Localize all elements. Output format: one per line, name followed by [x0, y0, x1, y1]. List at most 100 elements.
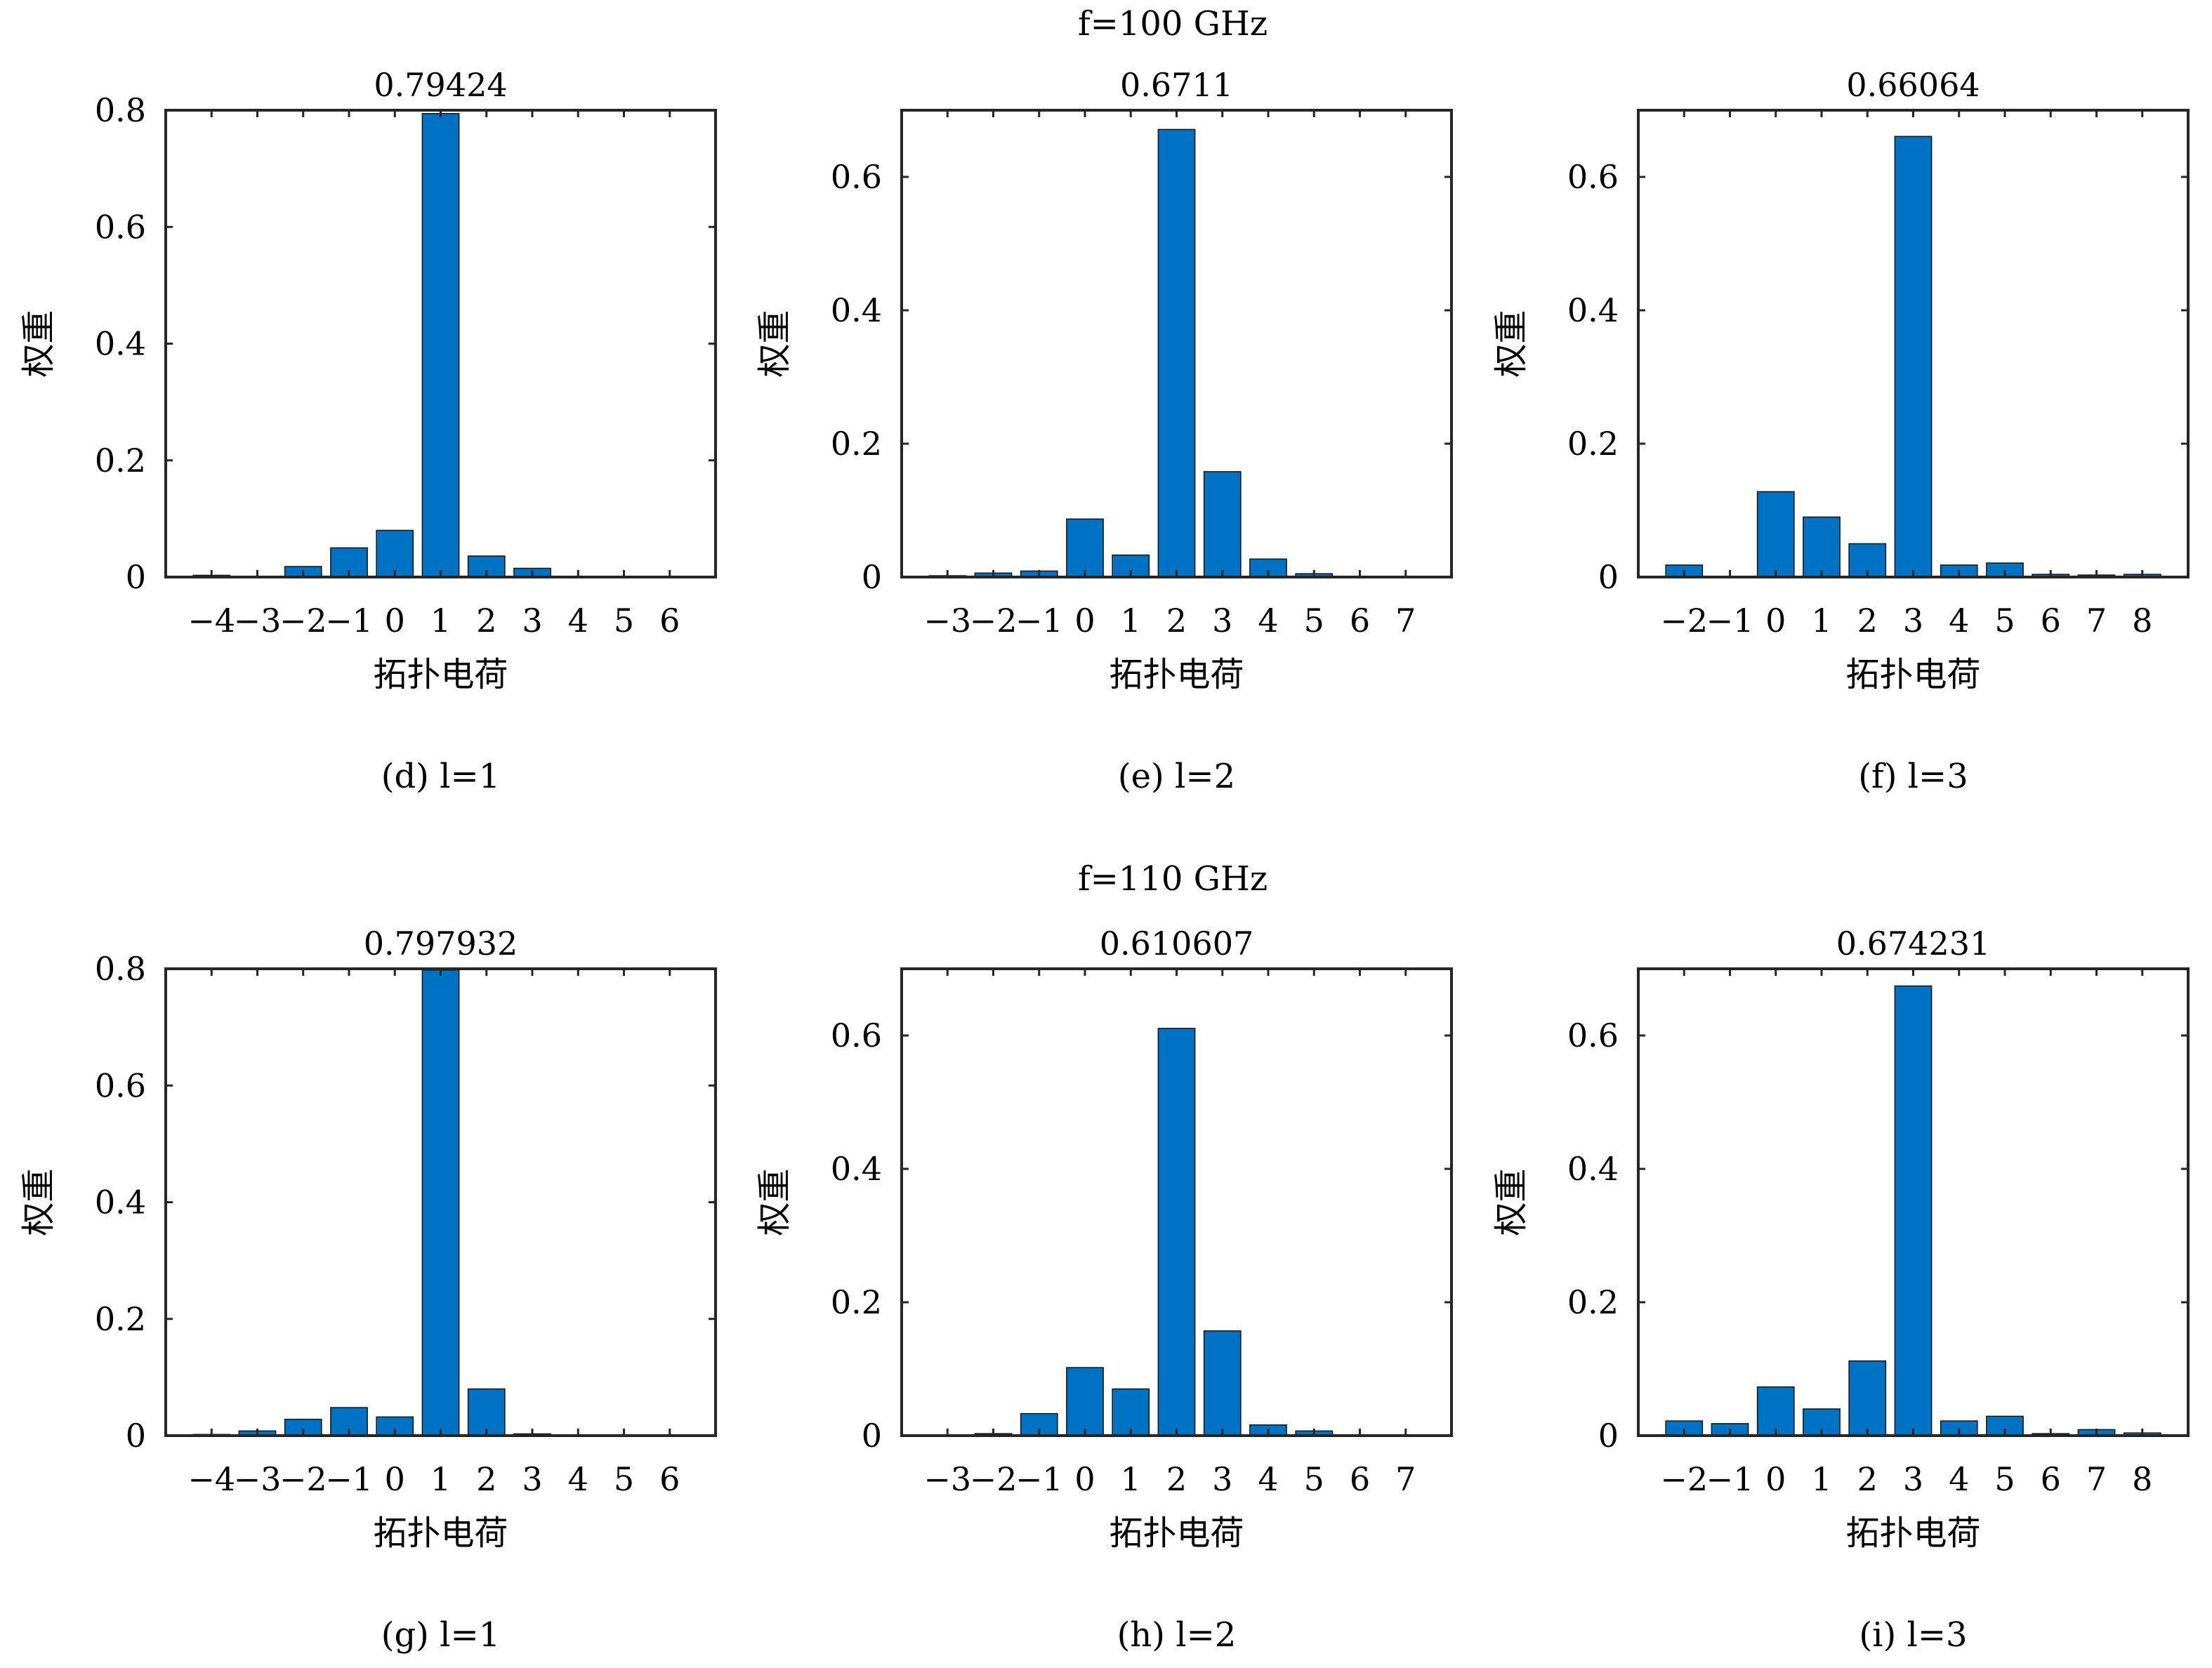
bar — [1894, 135, 1933, 578]
y-tick-label: 0.4 — [1567, 291, 1619, 329]
y-tick-label: 0.6 — [831, 1017, 882, 1054]
row-title: f=100 GHz — [1078, 4, 1268, 44]
y-tick-label: 0.2 — [1567, 425, 1619, 463]
chart-panel: 00.20.40.6−3−2−1 0 1 2 3 4 5 6 70.6711拓扑电荷权重(e) … — [755, 66, 1453, 796]
x-tick-label: 2 — [476, 602, 496, 640]
x-tick-label: 0 — [1074, 1460, 1095, 1498]
x-tick-label: −3 — [923, 1460, 971, 1498]
x-tick-label: −2 — [1660, 1460, 1708, 1498]
chart-panel: 00.20.40.6−3−2−1 0 1 2 3 4 5 6 70.610607拓扑电荷权重(h… — [755, 925, 1453, 1655]
bar — [1848, 1360, 1887, 1436]
y-tick-label: 0.8 — [95, 91, 146, 129]
y-tick-label: 0.6 — [95, 1066, 146, 1104]
x-tick-label: −1 — [1015, 1460, 1063, 1498]
x-tick-label: 5 — [1994, 1460, 2015, 1498]
panel-title: 0.6711 — [1120, 66, 1233, 104]
panel-caption: (g) l=1 — [381, 1615, 501, 1655]
y-tick-label: 0.4 — [95, 325, 146, 363]
chart-panel: 00.20.40.60.8−4−3−2−1 0 1 2 3 4 5 60.797932拓扑电荷… — [19, 925, 717, 1655]
x-tick-label: 2 — [476, 1460, 496, 1498]
x-tick-label: 3 — [522, 1460, 542, 1498]
y-tick-label: 0 — [1598, 558, 1619, 596]
x-tick-label: −1 — [325, 602, 373, 640]
x-tick-label: 7 — [2086, 602, 2107, 640]
bar — [1157, 128, 1196, 578]
x-tick-label: 3 — [1903, 1460, 1923, 1498]
x-tick-label: 7 — [2086, 1460, 2107, 1498]
x-tick-label: 3 — [1212, 1460, 1232, 1498]
x-tick-label: 6 — [1350, 602, 1370, 640]
y-tick-label: 0.2 — [95, 442, 146, 479]
x-axis-label: 拓扑电荷 — [1845, 655, 1980, 694]
x-tick-label: 2 — [1166, 602, 1187, 640]
x-tick-label: −4 — [187, 1460, 235, 1498]
y-tick-label: 0.6 — [1567, 158, 1619, 196]
x-tick-label: −2 — [1660, 602, 1708, 640]
x-axis-label: 拓扑电荷 — [1845, 1514, 1980, 1553]
x-tick-label: −1 — [1706, 602, 1754, 640]
x-tick-label: 0 — [1074, 602, 1095, 640]
bar — [1756, 491, 1795, 578]
y-tick-label: 0 — [862, 1417, 882, 1455]
x-tick-label: 6 — [1350, 1460, 1370, 1498]
y-axis-label: 权重 — [755, 1168, 794, 1236]
panel-caption: (h) l=2 — [1117, 1615, 1237, 1655]
y-tick-label: 0 — [126, 558, 146, 596]
chart-panel: 00.20.40.6−2−1 0 1 2 3 4 5 6 7 80.66064拓扑电荷权重(f) … — [1492, 66, 2190, 796]
y-tick-label: 0 — [862, 558, 882, 596]
x-tick-label: 5 — [1304, 602, 1324, 640]
bar — [1203, 471, 1242, 578]
y-tick-label: 0.4 — [95, 1184, 146, 1222]
x-tick-label: 1 — [1811, 1460, 1831, 1498]
x-tick-label: 0 — [385, 1460, 405, 1498]
x-tick-label: 2 — [1166, 1460, 1187, 1498]
bar — [421, 112, 460, 578]
x-tick-label: −1 — [1706, 1460, 1754, 1498]
x-tick-label: −1 — [325, 1460, 373, 1498]
y-tick-label: 0.8 — [95, 950, 146, 988]
x-tick-label: 1 — [1121, 1460, 1141, 1498]
x-tick-label: 7 — [1395, 1460, 1416, 1498]
x-tick-label: 5 — [1304, 1460, 1324, 1498]
x-tick-label: −4 — [187, 602, 235, 640]
panel-caption: (e) l=2 — [1118, 757, 1235, 796]
panels: 00.20.40.60.8−4−3−2−1 0 1 2 3 4 5 60.79424拓扑电荷权… — [19, 66, 2190, 1655]
y-tick-label: 0.6 — [1567, 1017, 1619, 1054]
x-tick-label: −3 — [234, 602, 282, 640]
x-tick-label: 8 — [2132, 602, 2152, 640]
bar — [1894, 985, 1933, 1436]
bar — [376, 529, 414, 578]
x-tick-label: 4 — [568, 602, 588, 640]
bar — [1756, 1386, 1795, 1436]
panel-title: 0.610607 — [1100, 925, 1254, 962]
x-tick-label: 6 — [2041, 1460, 2061, 1498]
x-tick-label: 5 — [614, 1460, 634, 1498]
bar — [1203, 1330, 1242, 1436]
chart-panel: 00.20.40.6−2−1 0 1 2 3 4 5 6 7 80.674231拓扑电荷权重(i)… — [1492, 925, 2190, 1655]
x-tick-label: 4 — [1949, 1460, 1969, 1498]
x-tick-label: 3 — [522, 602, 542, 640]
x-tick-label: 0 — [1765, 1460, 1786, 1498]
x-tick-label: 8 — [2132, 1460, 2152, 1498]
x-tick-label: 1 — [430, 602, 451, 640]
y-tick-label: 0.6 — [831, 158, 882, 196]
x-tick-label: 6 — [659, 602, 680, 640]
x-tick-label: 3 — [1903, 602, 1923, 640]
x-tick-label: −2 — [970, 602, 1018, 640]
bar — [1066, 518, 1104, 578]
row-title: f=110 GHz — [1078, 859, 1268, 899]
bar — [1066, 1367, 1104, 1436]
panel-title: 0.79424 — [374, 66, 507, 104]
y-tick-label: 0.6 — [95, 208, 146, 246]
panel-caption: (i) l=3 — [1859, 1615, 1967, 1655]
x-tick-label: 3 — [1212, 602, 1232, 640]
panel-title: 0.797932 — [364, 925, 518, 962]
y-axis-label: 权重 — [1492, 310, 1531, 377]
x-axis-label: 拓扑电荷 — [373, 1514, 508, 1553]
x-tick-label: 1 — [1811, 602, 1831, 640]
y-axis-label: 权重 — [19, 310, 58, 377]
x-tick-label: 1 — [1121, 602, 1141, 640]
x-tick-label: 1 — [430, 1460, 451, 1498]
x-tick-label: −3 — [923, 602, 971, 640]
